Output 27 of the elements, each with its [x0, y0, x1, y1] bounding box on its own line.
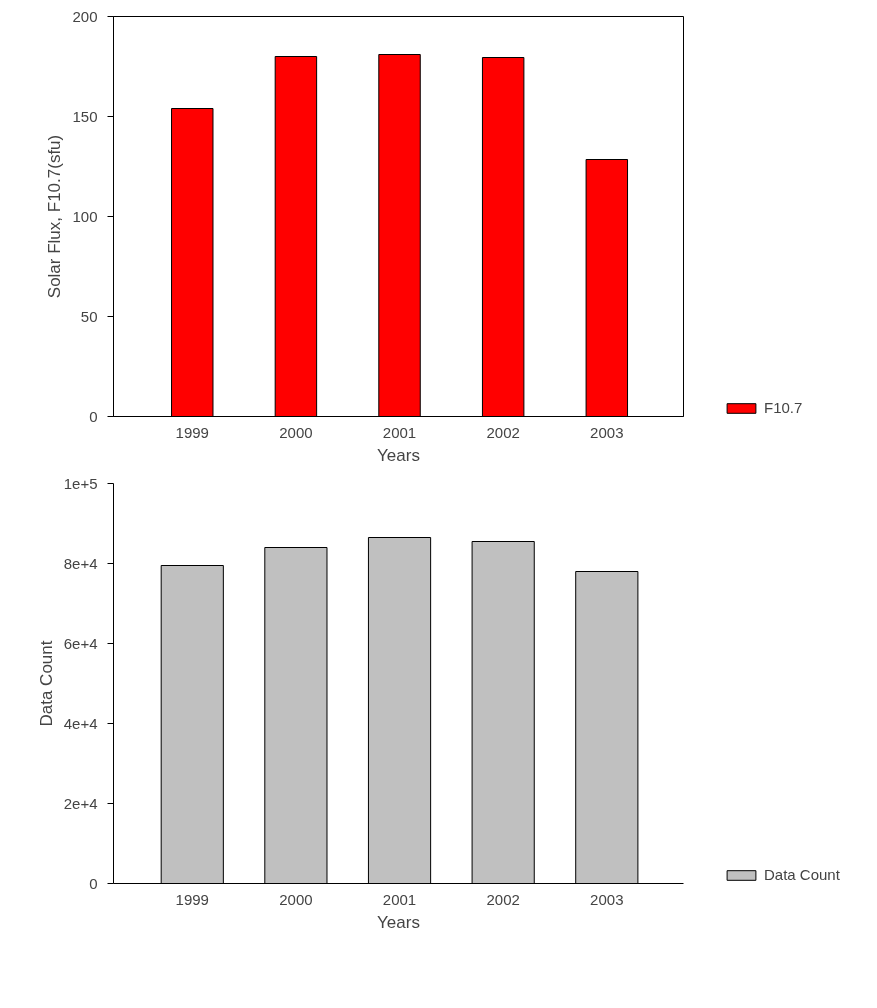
x-tick-label: 2003 — [590, 890, 624, 908]
y-tick-label: 2e+4 — [63, 794, 98, 812]
y-tick-label: 100 — [72, 207, 98, 225]
y-tick-label: 50 — [80, 307, 98, 325]
x-tick-label: 2001 — [382, 423, 417, 441]
x-tick-label: 2000 — [279, 890, 313, 908]
legend-label: F10.7 — [764, 399, 803, 416]
y-tick-label: 4e+4 — [63, 714, 98, 732]
y-axis-title: Data Count — [36, 640, 56, 727]
y-tick-label: 6e+4 — [63, 634, 98, 652]
x-tick-label: 2000 — [279, 423, 313, 441]
x-axis-title: Years — [377, 912, 420, 932]
y-tick-label: 1e+5 — [63, 474, 98, 492]
y-tick-label: 150 — [72, 107, 98, 125]
x-tick-label: 1999 — [175, 890, 209, 908]
y-tick-label: 8e+4 — [63, 554, 98, 572]
y-tick-label: 200 — [72, 7, 98, 25]
x-tick-label: 2002 — [486, 423, 520, 441]
legend-label: Data Count — [764, 866, 840, 883]
x-tick-label: 2003 — [590, 423, 624, 441]
y-axis-title: Solar Flux, F10.7(sfu) — [45, 134, 65, 299]
y-tick-label: 0 — [89, 874, 98, 892]
x-tick-label: 2001 — [382, 890, 417, 908]
x-tick-label: 2002 — [486, 890, 520, 908]
y-tick-label: 0 — [89, 407, 98, 425]
x-axis-title: Years — [377, 445, 420, 465]
x-tick-label: 1999 — [175, 423, 209, 441]
